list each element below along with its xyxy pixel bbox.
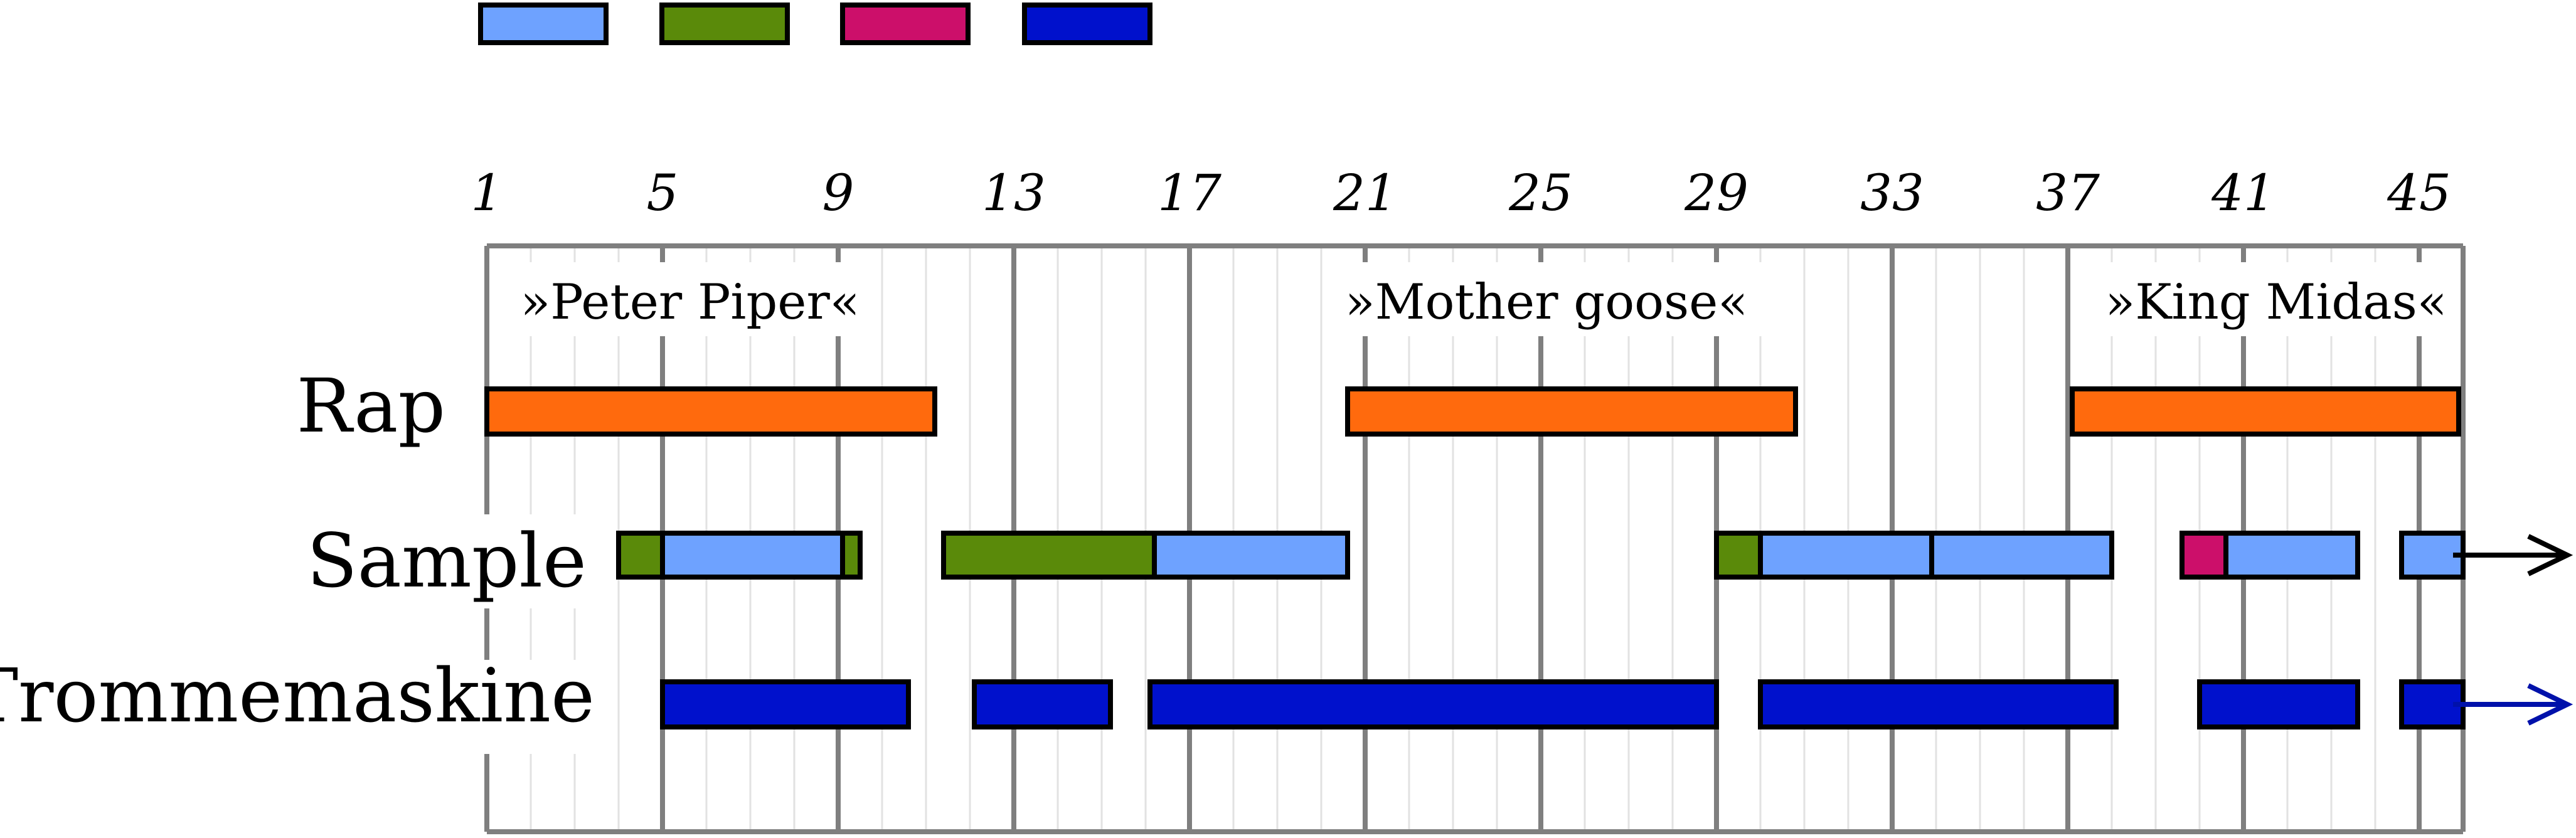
beat-label: 9 [822,164,854,222]
track-bar [484,386,937,437]
track-labels: Rap Sample Trommemaskine [0,363,599,754]
beat-label: 29 [1684,164,1748,222]
beat-label: 1 [471,164,503,222]
section-label: »Mother goose« [1345,274,1748,331]
track-bar [972,679,1113,729]
track-bar [660,531,845,580]
continuation-arrow-head [2527,534,2573,576]
track-label-background [0,660,599,754]
beat-label: 13 [982,164,1046,222]
track-bar [1758,679,2119,729]
track-label: Trommemaskine [0,652,595,739]
track-label-background [307,514,596,608]
track-bar [1152,531,1350,580]
track-bar [1147,679,1719,729]
beat-number-labels: 1 5 9 13 17 21 25 29 33 37 41 45 [471,164,2451,222]
legend-swatch [659,3,790,45]
beat-label: 45 [2387,164,2451,222]
track-bar [840,531,863,580]
legend [478,3,1152,45]
beat-label: 41 [2211,164,2275,222]
track-bar [2197,679,2360,729]
track-bar [2179,531,2228,580]
beat-label: 25 [1508,164,1573,222]
section-label: »King Midas« [2105,274,2447,331]
beat-label: 5 [647,164,679,222]
track-bars [484,386,2466,729]
track-label: Sample [307,517,587,604]
beat-label: 33 [1860,164,1924,222]
track-bar [2223,531,2360,580]
track-bar [660,679,911,729]
beat-label: 21 [1333,164,1397,222]
section-label-background [499,262,878,336]
track-bar [941,531,1157,580]
track-bar [1714,531,1763,580]
continuation-arrow-head [2527,683,2573,726]
section-labels: »Peter Piper« »Mother goose« »King Midas« [499,262,2459,336]
legend-swatch [1022,3,1152,45]
track-label: Rap [297,363,445,449]
track-bar [616,531,665,580]
continuation-arrows [2453,534,2573,726]
track-bar [1758,531,1934,580]
beat-label: 37 [2036,164,2100,222]
track-bar [1929,531,2114,580]
track-bar [1345,386,1798,437]
section-label: »Peter Piper« [521,274,860,331]
track-bar [2070,386,2461,437]
track-bar [2399,531,2466,580]
section-label-background [2083,262,2459,336]
legend-swatch [840,3,971,45]
legend-swatch [478,3,609,45]
beat-label: 17 [1158,164,1221,222]
section-label-background [1327,262,1779,336]
